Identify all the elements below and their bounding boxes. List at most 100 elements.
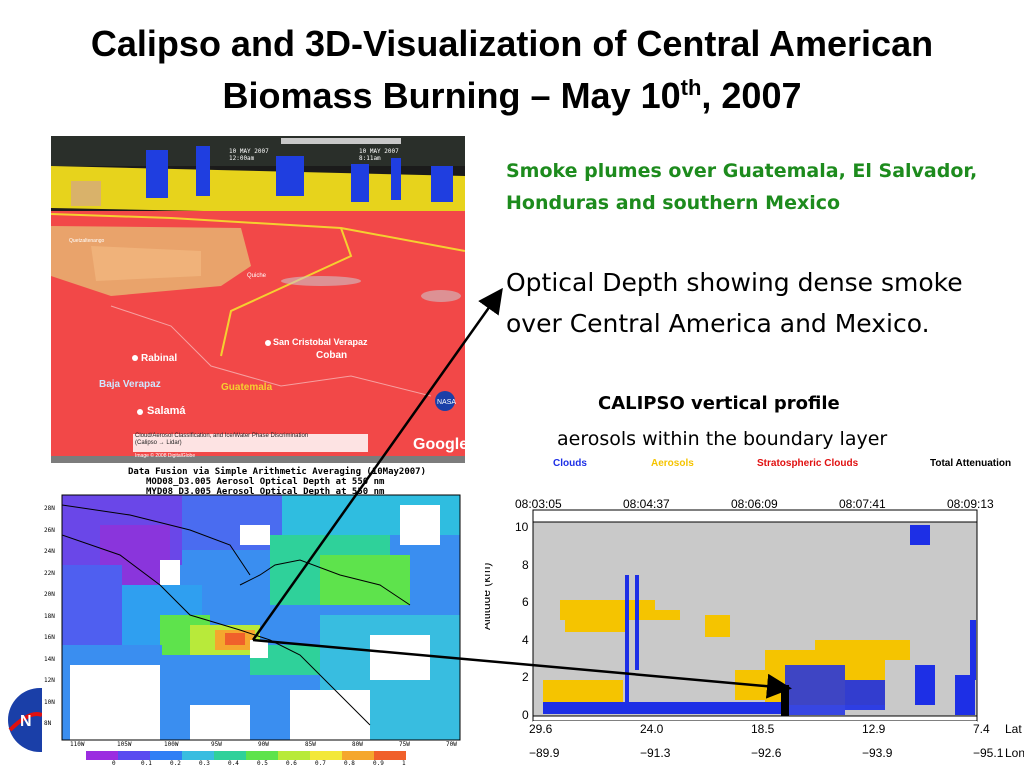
colorbar-swatch	[182, 751, 214, 760]
altitude-tick-label: 6	[522, 595, 529, 609]
aod-lat-label: 26N	[44, 526, 55, 534]
aod-map-graphic	[61, 494, 461, 741]
place-rabinal: Rabinal	[141, 353, 178, 364]
altitude-tick-label: 10	[515, 520, 529, 534]
altitude-tick-label: 8	[522, 557, 529, 572]
time-tick-label: 08:03:05	[515, 497, 562, 511]
nasa-logo: N	[0, 680, 42, 760]
calipso-legend-item: Aerosols	[651, 458, 694, 469]
earth-credit: Image © 2008 DigitalGlobe	[135, 453, 196, 459]
aod-lon-label: 80W	[352, 741, 363, 748]
aod-lat-label: 16N	[44, 634, 55, 641]
place-quetzaltenango: Quetzaltenango	[69, 238, 105, 244]
colorbar-swatch	[118, 751, 150, 760]
colorbar-swatch	[214, 751, 246, 760]
colorbar-swatch	[86, 751, 118, 760]
optical-depth-note: Optical Depth showing dense smoke over C…	[506, 268, 963, 338]
calipso-legend-item: Stratospheric Clouds	[757, 458, 859, 469]
colorbar-swatch	[342, 751, 374, 760]
title-line-2-post: , 2007	[701, 75, 802, 116]
time-end: 10 MAY 2007 8:11am	[359, 148, 399, 162]
place-san-cristobal: San Cristobal Verapaz	[273, 337, 368, 347]
google-logo: Google	[413, 436, 465, 453]
title-line-2: Biomass Burning – May 10th, 2007	[0, 66, 1024, 118]
colorbar-label: 0.8	[344, 760, 355, 767]
aod-lon-label: 110W	[70, 741, 85, 748]
nasa-logo-text: NASA	[437, 399, 456, 406]
colorbar-swatch	[278, 751, 310, 760]
smoke-plumes-note: Smoke plumes over Guatemala, El Salvador…	[506, 160, 978, 214]
calipso-legend-item: Total Attenuation	[930, 458, 1012, 469]
calipso-legend-item: Clouds	[553, 458, 587, 469]
lat-axis-label: Lat	[1005, 722, 1022, 736]
colorbar-swatch	[310, 751, 342, 760]
earth-3d-view: NASA 10 MAY 2007 12:00am 10 MAY 2007 8:11a…	[51, 136, 465, 463]
title-line-1: Calipso and 3D-Visualization of Central …	[90, 23, 934, 64]
aod-colorbar	[86, 751, 406, 760]
aod-lat-label: 8N	[44, 720, 52, 727]
colorbar-label: 0.5	[257, 760, 268, 767]
earth-3d-graphic: NASA	[51, 136, 465, 463]
lon-tick-label: −92.6	[751, 746, 782, 760]
title-line-2-pre: Biomass Burning – May 10	[222, 75, 681, 116]
place-guatemala: Guatemala	[221, 382, 273, 393]
lon-tick-label: −91.3	[640, 746, 671, 760]
aod-lat-label: 10N	[44, 698, 55, 706]
aod-lat-label: 20N	[44, 591, 55, 598]
altitude-axis-label: Altitude (km)	[485, 562, 493, 630]
lon-tick-label: −95.1	[973, 746, 1004, 760]
aod-lat-label: 28N	[44, 505, 55, 512]
colorbar-label: 0	[112, 760, 116, 767]
aod-lon-label: 100W	[164, 741, 179, 748]
calipso-profile-subtitle: aerosols within the boundary layer	[557, 428, 888, 450]
altitude-tick-label: 2	[522, 670, 529, 684]
colorbar-label: 0.3	[199, 760, 210, 767]
time-tick-label: 08:09:13	[947, 497, 994, 511]
colorbar-swatch	[246, 751, 278, 760]
altitude-tick-label: 0	[522, 707, 529, 722]
colorbar-swatch	[150, 751, 182, 760]
colorbar-label: 0.1	[141, 760, 152, 767]
aod-lat-label: 18N	[44, 612, 55, 620]
place-quiche: Quiche	[247, 273, 267, 279]
altitude-tick-label: 4	[522, 632, 529, 647]
lon-tick-label: −89.9	[529, 746, 560, 760]
colorbar-label: 0.2	[170, 760, 181, 767]
lat-tick-label: 18.5	[751, 722, 775, 736]
calipso-profile-title: CALIPSO vertical profile	[598, 393, 840, 414]
time-start: 10 MAY 2007 12:00am	[229, 148, 269, 162]
svg-text:N: N	[20, 713, 32, 730]
lat-tick-label: 12.9	[862, 722, 886, 736]
slide-title: Calipso and 3D-Visualization of Central …	[0, 22, 1024, 118]
aod-lon-label: 70W	[446, 741, 457, 748]
nasa-meatball-icon: N	[8, 688, 42, 752]
aod-lon-label: 105W	[117, 741, 132, 748]
aod-lat-label: 24N	[44, 548, 55, 555]
aod-lon-label: 95W	[211, 741, 222, 748]
lon-axis-label: Lon	[1005, 746, 1024, 760]
aod-map-panel: Data Fusion via Simple Arithmetic Averag…	[40, 465, 470, 768]
aod-lat-label: 22N	[44, 569, 55, 577]
place-coban: Coban	[316, 350, 348, 361]
time-tick-label: 08:06:09	[731, 497, 778, 511]
colorbar-swatch	[374, 751, 406, 760]
aod-lon-label: 90W	[258, 741, 269, 748]
colorbar-label: 0.6	[286, 760, 297, 767]
time-tick-label: 08:07:41	[839, 497, 886, 511]
lat-tick-label: 29.6	[529, 722, 553, 736]
calipso-profile-panel: 08:03:05 08:04:37 08:06:09 08:07:41 08:09:13…	[485, 470, 1024, 768]
title-superscript: th	[680, 75, 702, 100]
time-tick-label: 08:04:37	[623, 497, 670, 511]
place-salama: Salamá	[147, 405, 186, 417]
earth-caption: Cloud/Aerosol Classification, and Ice/Wa…	[135, 433, 309, 446]
aod-lon-label: 85W	[305, 741, 316, 748]
colorbar-label: 0.9	[373, 760, 384, 767]
lat-tick-label: 24.0	[640, 722, 664, 736]
colorbar-label: 1	[402, 760, 406, 767]
colorbar-label: 0.7	[315, 760, 326, 767]
lat-tick-label: 7.4	[973, 722, 990, 736]
aod-lat-label: 12N	[44, 677, 55, 684]
aod-lon-label: 75W	[399, 741, 410, 748]
place-baja-verapaz: Baja Verapaz	[99, 379, 161, 390]
aod-lat-label: 14N	[44, 655, 55, 663]
